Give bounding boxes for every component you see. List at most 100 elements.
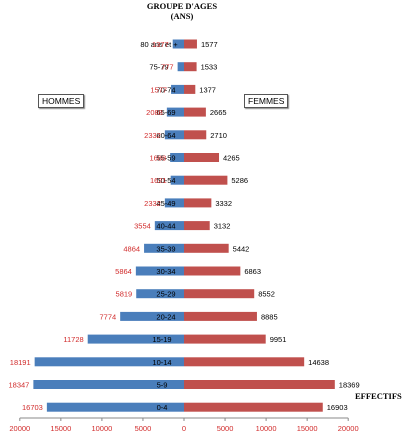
value-label-hommes: 16703: [22, 403, 43, 412]
bar-hommes-5-9: [33, 380, 185, 389]
age-label: 20-24: [156, 312, 175, 321]
age-label: 80 ans et +: [140, 40, 178, 49]
age-label: 10-14: [152, 358, 171, 367]
value-label-hommes: 1688: [149, 154, 166, 163]
value-label-hommes: 4864: [123, 244, 140, 253]
x-tick-label: 10000: [256, 424, 277, 433]
bar-femmes-5-9: [184, 380, 335, 389]
bar-hommes-25-29: [136, 289, 184, 299]
age-label: 30-34: [156, 267, 175, 276]
bar-hommes-10-14: [34, 357, 185, 367]
age-label: 50-54: [156, 176, 175, 185]
x-tick-label: 20000: [338, 424, 359, 433]
value-label-hommes: 11728: [63, 335, 83, 344]
bar-femmes-70-74: [184, 84, 196, 94]
value-label-femmes: 18369: [339, 381, 360, 390]
value-label-hommes: 18347: [9, 381, 30, 390]
value-label-femmes: 16903: [327, 403, 348, 412]
value-label-femmes: 14638: [308, 358, 329, 367]
x-tick-label: 5000: [135, 424, 152, 433]
value-label-hommes: 2088: [146, 108, 163, 117]
value-label-hommes: 777: [161, 63, 174, 72]
age-label: 35-39: [156, 244, 175, 253]
value-label-femmes: 2665: [210, 108, 227, 117]
bar-femmes-45-49: [184, 198, 212, 208]
bar-femmes-30-34: [184, 266, 241, 276]
bar-femmes-55-59: [184, 153, 220, 162]
value-label-femmes: 5286: [231, 176, 248, 185]
bar-femmes-10-14: [184, 357, 305, 367]
bar-hommes-80 ans et +: [172, 39, 184, 49]
bar-hommes-65-69: [166, 107, 184, 117]
value-label-femmes: 8552: [258, 290, 275, 299]
value-label-hommes: 1621: [150, 176, 167, 185]
x-axis-label: EFFECTIFS: [355, 391, 402, 401]
value-label-femmes: 4265: [223, 154, 240, 163]
value-label-femmes: 1577: [201, 40, 218, 49]
value-label-hommes: 3554: [134, 222, 151, 231]
value-label-hommes: 2332: [144, 199, 161, 208]
x-tick-label: 5000: [217, 424, 234, 433]
bar-femmes-35-39: [184, 243, 229, 253]
chart-title-line2: (ANS): [171, 11, 194, 21]
bar-hommes-40-44: [154, 221, 184, 231]
bar-femmes-40-44: [184, 221, 210, 231]
bar-femmes-20-24: [184, 311, 257, 321]
x-tick-label: 15000: [297, 424, 318, 433]
bar-hommes-15-19: [87, 334, 184, 344]
bar-hommes-0-4: [46, 402, 184, 412]
age-label: 0-4: [157, 403, 168, 412]
age-label: 55-59: [156, 154, 175, 163]
age-label: 25-29: [156, 290, 175, 299]
bar-femmes-75-79: [184, 62, 197, 72]
age-label: 65-69: [156, 108, 175, 117]
bar-hommes-50-54: [170, 175, 184, 185]
x-axis: 20000 15000 10000 5000 0 5000 10000 15000 20000: [9, 417, 359, 433]
value-label-femmes: 3332: [215, 199, 232, 208]
age-label: 70-74: [156, 85, 175, 94]
value-label-femmes: 8885: [261, 312, 278, 321]
bar-femmes-0-4: [184, 402, 323, 412]
chart-title-line1: GROUPE D'AGES: [147, 1, 217, 11]
value-label-femmes: 1377: [199, 85, 216, 94]
x-tick-label: 10000: [91, 424, 112, 433]
bar-femmes-25-29: [184, 289, 255, 299]
age-label: 60-64: [156, 131, 175, 140]
age-label: 15-19: [152, 335, 171, 344]
age-label: 75-79: [149, 63, 168, 72]
legend-hommes: HOMMES: [38, 94, 85, 108]
bar-femmes-80 ans et +: [184, 39, 197, 49]
value-label-femmes: 2710: [210, 131, 227, 140]
value-label-hommes: 5864: [115, 267, 132, 276]
bar-hommes-60-64: [164, 130, 184, 140]
bar-femmes-50-54: [184, 175, 228, 185]
x-tick-label: 20000: [9, 424, 30, 433]
value-label-hommes: 5819: [116, 290, 133, 299]
age-label: 5-9: [157, 381, 168, 390]
bar-femmes-60-64: [184, 130, 207, 140]
bar-femmes-15-19: [184, 334, 266, 344]
bar-hommes-35-39: [144, 243, 184, 253]
bar-hommes-75-79: [177, 62, 184, 72]
bar-femmes-65-69: [184, 107, 206, 117]
value-label-hommes: 18191: [10, 358, 31, 367]
bar-hommes-45-49: [164, 198, 184, 208]
age-label: 40-44: [156, 222, 175, 231]
bar-hommes-70-74: [171, 84, 184, 94]
value-label-hommes: 1377: [152, 40, 169, 49]
x-tick-label: 0: [182, 424, 186, 433]
legend-femmes: FEMMES: [244, 94, 289, 108]
bar-hommes-30-34: [135, 266, 184, 276]
bar-hommes-20-24: [120, 311, 184, 321]
value-label-hommes: 7774: [99, 312, 116, 321]
value-label-femmes: 5442: [233, 244, 250, 253]
value-label-femmes: 6863: [244, 267, 261, 276]
value-label-hommes: 1577: [150, 85, 167, 94]
value-label-femmes: 1533: [201, 63, 218, 72]
value-label-femmes: 3132: [214, 222, 231, 231]
age-label: 45-49: [156, 199, 175, 208]
value-label-femmes: 9951: [270, 335, 287, 344]
x-tick-label: 15000: [50, 424, 71, 433]
